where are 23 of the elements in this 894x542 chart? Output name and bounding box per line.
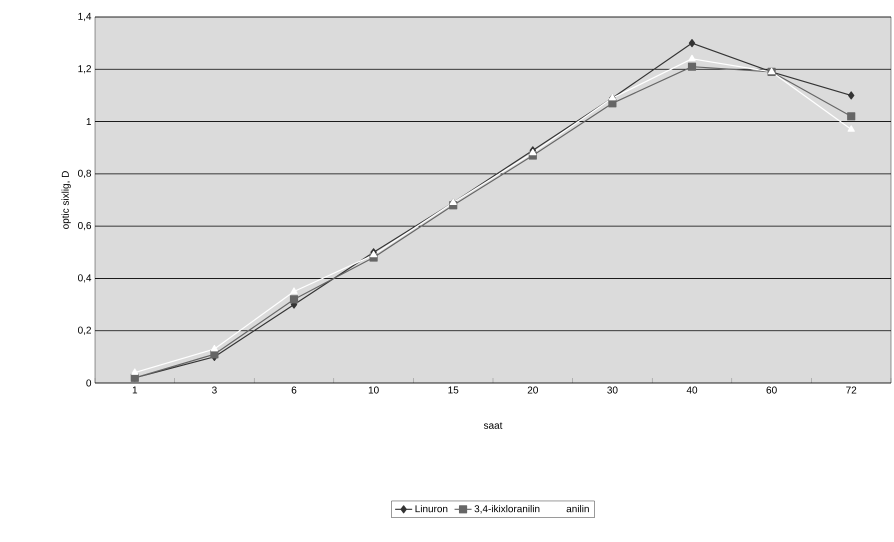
x-tick-label: 60 [766, 386, 777, 394]
y-tick-label: 0 [86, 379, 92, 387]
x-tick-label: 10 [368, 386, 379, 394]
text: anilin [566, 504, 589, 512]
y-tick-label: 1,2 [78, 65, 91, 74]
y-axis-title: optic sixlig, D [62, 171, 71, 229]
x-tick-label: 3 [212, 386, 217, 394]
y-tick-label: 0,2 [78, 326, 91, 335]
x-tick-label: 40 [686, 386, 698, 394]
x-tick-label: 1 [132, 386, 138, 394]
x-tick-label: 20 [528, 386, 538, 394]
x-axis-title: saat [484, 422, 502, 429]
x-tick-label: 30 [607, 386, 618, 394]
y-tick-label: 1,4 [78, 12, 92, 22]
x-tick-label: 72 [846, 386, 856, 394]
legend-label: 3,4-ikixloranilin [474, 504, 540, 514]
legend-label: Linuron [416, 504, 448, 512]
y-tick-label: 0,8 [78, 170, 92, 178]
x-tick-label: 15 [448, 386, 458, 394]
y-tick-label: 0,6 [78, 222, 92, 230]
x-tick-label: 6 [292, 386, 296, 394]
y-tick-label: 0,4 [78, 274, 92, 283]
y-tick-label: 1 [86, 118, 91, 125]
